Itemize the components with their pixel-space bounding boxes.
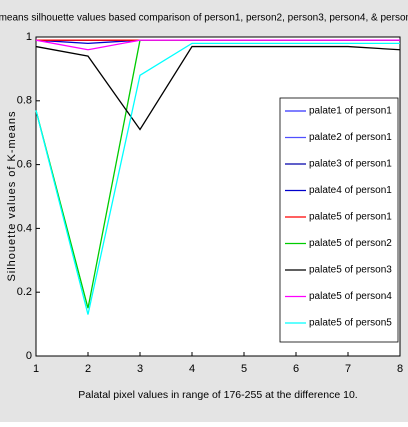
legend-label: palate5 of person2: [309, 238, 392, 249]
series-line: [35, 45, 401, 131]
y-tick-label: 0.4: [17, 222, 32, 234]
y-tick-label: 0.2: [17, 286, 32, 298]
x-axis-label: Palatal pixel values in range of 176-255…: [78, 389, 357, 401]
legend-box: [279, 97, 399, 343]
x-tick-label: 1: [33, 363, 39, 375]
y-axis-label: Silhouette values of K-means: [6, 110, 18, 281]
series-line: [35, 42, 400, 315]
y-tick-label: 0.6: [17, 159, 32, 171]
series-line: [35, 39, 400, 51]
x-tick-label: 7: [345, 363, 351, 375]
legend-label: palate1 of person1: [309, 106, 392, 117]
x-tick-label: 5: [241, 363, 247, 375]
legend-label: palate4 of person1: [309, 185, 392, 196]
legend-label: palate3 of person1: [309, 159, 392, 170]
x-tick-label: 8: [397, 363, 403, 375]
legend-label: palate5 of person5: [309, 318, 392, 329]
legend-label: palate5 of person4: [309, 291, 392, 302]
legend-label: palate2 of person1: [309, 132, 392, 143]
y-tick-label: 0: [26, 350, 32, 362]
y-tick-label: 1: [26, 31, 32, 43]
legend-label: palate5 of person3: [309, 265, 392, 276]
y-tick-label: 0.8: [17, 95, 32, 107]
x-tick-label: 2: [85, 363, 91, 375]
x-tick-label: 6: [293, 363, 299, 375]
chart-title: K-means silhouette values based comparis…: [0, 13, 408, 24]
x-tick-label: 3: [137, 363, 143, 375]
x-tick-label: 4: [189, 363, 195, 375]
legend-label: palate5 of person1: [309, 212, 392, 223]
